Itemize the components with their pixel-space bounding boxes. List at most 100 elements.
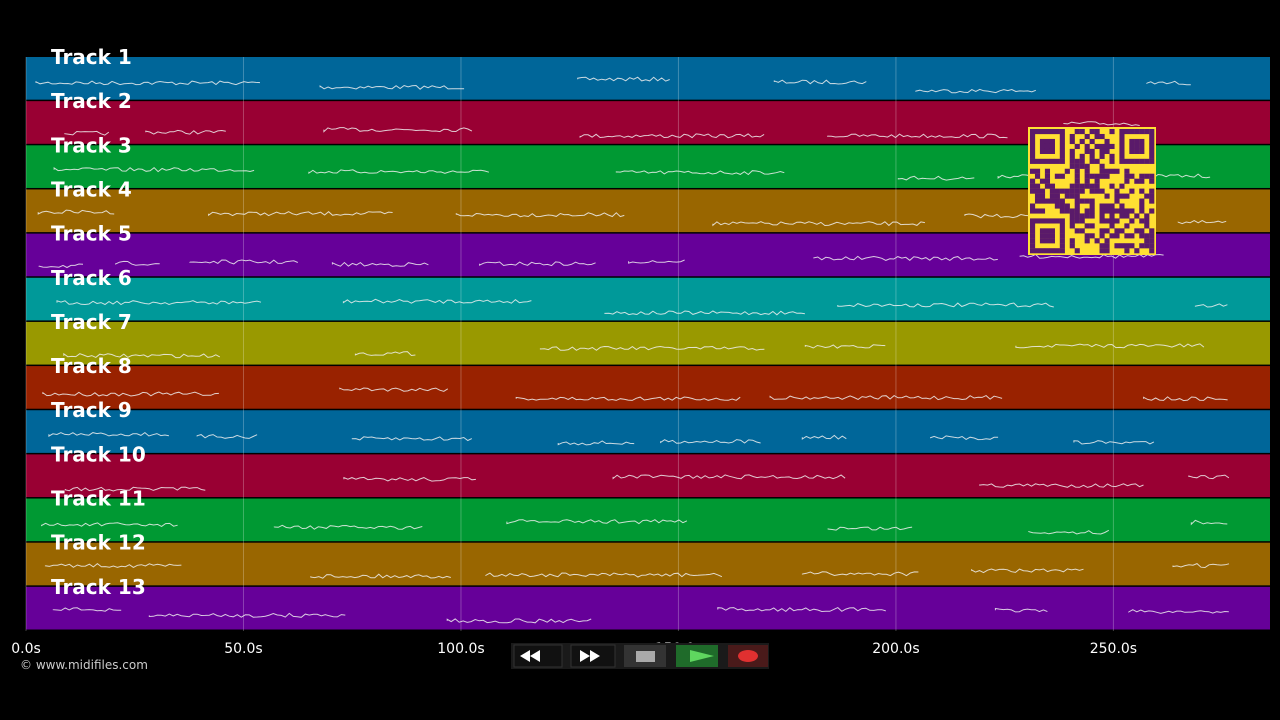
qr-module bbox=[1069, 133, 1075, 140]
qr-module bbox=[1079, 153, 1085, 159]
qr-module bbox=[1049, 228, 1055, 234]
qr-module bbox=[1104, 248, 1110, 254]
qr-module bbox=[1039, 148, 1046, 154]
track-label: Track 7 bbox=[51, 310, 132, 334]
qr-module bbox=[1109, 208, 1115, 214]
qr-module bbox=[1049, 148, 1055, 154]
x-tick-label: 0.0s bbox=[11, 641, 41, 657]
qr-module bbox=[1034, 158, 1041, 164]
note-trace bbox=[615, 170, 785, 176]
qr-module bbox=[1030, 248, 1036, 254]
qr-module bbox=[1149, 228, 1155, 234]
note-trace bbox=[1190, 519, 1228, 526]
qr-module bbox=[1149, 129, 1155, 135]
qr-module bbox=[1114, 198, 1120, 204]
note-trace bbox=[189, 259, 298, 265]
qr-module bbox=[1054, 248, 1060, 254]
qr-module bbox=[1124, 129, 1130, 135]
qr-module bbox=[1030, 133, 1036, 140]
qr-module bbox=[1089, 138, 1095, 145]
qr-module bbox=[1074, 183, 1080, 189]
note-trace bbox=[208, 211, 393, 217]
note-trace bbox=[712, 221, 925, 227]
qr-module bbox=[1089, 213, 1095, 219]
qr-module bbox=[1034, 208, 1041, 214]
track-label: Track 13 bbox=[51, 575, 146, 599]
qr-module bbox=[1030, 158, 1036, 164]
qr-module bbox=[1149, 143, 1155, 150]
qr-module bbox=[1084, 148, 1090, 154]
qr-module bbox=[1109, 223, 1115, 229]
track-row bbox=[26, 542, 1270, 586]
qr-module bbox=[1144, 218, 1150, 224]
note-trace bbox=[1188, 474, 1230, 480]
qr-module bbox=[1129, 188, 1135, 194]
qr-module bbox=[1149, 238, 1155, 244]
qr-module bbox=[1114, 188, 1120, 194]
qr-module bbox=[1119, 133, 1125, 140]
qr-module bbox=[1144, 129, 1150, 135]
record-button[interactable] bbox=[728, 645, 768, 667]
qr-module bbox=[1069, 183, 1075, 189]
note-trace bbox=[628, 259, 685, 264]
qr-module bbox=[1054, 129, 1060, 135]
qr-module bbox=[1044, 198, 1051, 204]
qr-module bbox=[1099, 133, 1105, 140]
qr-module bbox=[1069, 163, 1075, 169]
note-trace bbox=[1177, 220, 1227, 225]
qr-module bbox=[1104, 203, 1110, 209]
qr-module bbox=[1099, 143, 1105, 150]
fast-forward-button[interactable] bbox=[570, 644, 616, 668]
qr-module bbox=[1109, 143, 1115, 150]
rewind-button[interactable] bbox=[513, 644, 563, 668]
qr-module bbox=[1094, 143, 1100, 150]
qr-module bbox=[1054, 218, 1060, 224]
qr-module bbox=[1059, 203, 1065, 209]
qr-module bbox=[1134, 143, 1140, 150]
qr-module bbox=[1134, 148, 1140, 154]
note-trace bbox=[769, 394, 1003, 401]
qr-module bbox=[1099, 243, 1105, 249]
qr-module bbox=[1144, 223, 1150, 229]
qr-module bbox=[1109, 183, 1115, 189]
qr-module bbox=[1149, 198, 1155, 204]
qr-module bbox=[1109, 203, 1115, 209]
qr-module bbox=[1049, 193, 1055, 199]
note-trace bbox=[539, 345, 765, 351]
qr-module bbox=[1094, 178, 1100, 184]
note-trace bbox=[579, 133, 765, 139]
qr-module bbox=[1034, 129, 1041, 135]
track-label: Track 11 bbox=[51, 487, 146, 511]
qr-module bbox=[1129, 218, 1135, 224]
note-trace bbox=[801, 571, 919, 577]
qr-module bbox=[1094, 173, 1100, 179]
note-trace bbox=[604, 310, 805, 316]
note-trace bbox=[479, 261, 596, 267]
qr-module bbox=[1139, 138, 1145, 145]
qr-module bbox=[1089, 223, 1095, 229]
qr-module bbox=[1074, 198, 1080, 204]
qr-module bbox=[1034, 193, 1041, 199]
play-button[interactable] bbox=[676, 645, 718, 667]
note-trace bbox=[64, 130, 110, 136]
qr-module bbox=[1049, 218, 1055, 224]
qr-module bbox=[1139, 129, 1145, 135]
qr-module bbox=[1149, 193, 1155, 199]
qr-module bbox=[1114, 233, 1120, 239]
grid bbox=[25, 57, 1114, 631]
note-trace bbox=[53, 166, 255, 173]
note-trace bbox=[342, 298, 532, 304]
qr-module bbox=[1044, 158, 1051, 164]
stop-button[interactable] bbox=[624, 645, 666, 667]
track-row bbox=[26, 586, 1270, 630]
qr-module bbox=[1039, 233, 1046, 239]
qr-module bbox=[1059, 233, 1065, 239]
qr-module bbox=[1124, 213, 1130, 219]
qr-module bbox=[1119, 129, 1125, 135]
qr-module bbox=[1059, 228, 1065, 234]
qr-module bbox=[1119, 203, 1125, 209]
qr-module bbox=[1114, 218, 1120, 224]
qr-module bbox=[1039, 129, 1046, 135]
note-trace bbox=[612, 474, 846, 480]
track-label: Track 6 bbox=[51, 266, 132, 290]
